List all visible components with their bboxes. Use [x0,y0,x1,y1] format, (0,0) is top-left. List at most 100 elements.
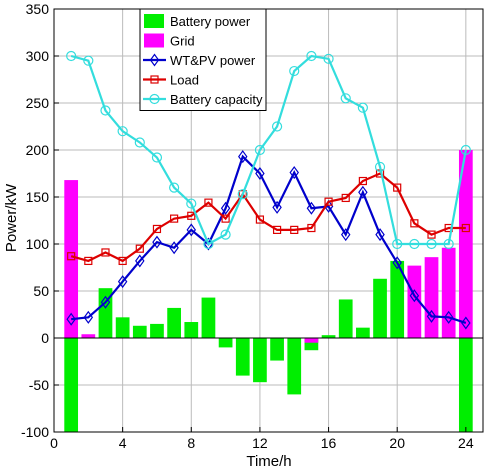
marker-wt-pv-power [426,309,437,323]
legend-label-grid: Grid [170,34,195,49]
marker-wt-pv-power [306,201,317,215]
bar-battery-power [184,322,199,338]
bar-grid [64,180,79,338]
marker-battery-capacity [186,198,197,209]
marker-battery-capacity [443,238,454,250]
bar-battery-power [270,338,284,361]
line-battery-capacity [70,54,467,246]
marker-battery-capacity [374,161,386,173]
marker-load [152,224,162,234]
x-tick-label: 16 [321,435,337,451]
grid-lines [53,8,483,433]
marker-battery-capacity [357,102,368,113]
plot-frame [53,8,484,433]
bar-series [64,150,473,432]
y-tick-label: -50 [29,377,49,393]
legend-label-load: Load [170,73,199,88]
marker-battery-capacity [323,53,334,64]
marker-battery-capacity [409,238,420,250]
y-tick-label: 300 [26,48,50,64]
marker-load [410,219,419,228]
legend-swatch-grid [144,33,164,48]
bar-battery-power [321,335,336,338]
marker-battery-capacity [220,229,231,240]
bar-battery-power [373,278,387,338]
marker-load [393,183,402,192]
y-tick-label: 0 [41,330,49,346]
marker-wt-pv-power [117,275,128,289]
bar-battery-power [390,260,405,338]
marker-wt-pv-power [220,201,231,215]
bar-battery-power [115,317,130,338]
bar-battery-power [64,338,79,432]
marker-load [461,223,470,233]
marker-wt-pv-power [358,185,368,199]
marker-load [101,248,110,257]
marker-battery-capacity [83,55,94,66]
marker-wt-pv-power [289,166,299,180]
marker-load [290,225,299,234]
marker-load [118,256,127,266]
bar-grid [424,257,439,338]
marker-wt-pv-power [152,235,162,249]
marker-load [187,211,196,220]
legend-marker-load [150,75,159,84]
x-tick-label: 12 [252,435,268,451]
marker-wt-pv-power [169,241,179,255]
marker-wt-pv-power [255,166,265,181]
marker-battery-capacity [306,50,317,62]
marker-battery-capacity [66,50,77,62]
marker-wt-pv-power [409,289,420,303]
marker-battery-capacity [134,137,145,148]
bar-battery-power [132,325,147,338]
marker-load [358,176,367,186]
line-wt-pv-power [71,154,467,325]
marker-load [170,214,179,223]
y-axis-title: Power/kW [3,183,20,252]
bar-battery-power [356,327,370,338]
y-tick-label: 350 [26,1,50,17]
marker-load [84,256,93,266]
legend-swatch-battery-power [144,14,164,28]
bar-battery-power [287,338,302,395]
legend-label-wt-pv-power: WT&PV power [170,53,256,68]
marker-wt-pv-power [392,256,402,270]
x-tick-label: 24 [458,435,474,451]
x-tick-label: 8 [187,435,195,451]
bar-battery-power [201,297,216,338]
line-series [66,50,471,330]
marker-wt-pv-power [272,200,282,214]
marker-battery-capacity [237,189,248,200]
marker-wt-pv-power [66,312,76,326]
y-tick-label: -100 [21,424,49,440]
marker-load [427,230,436,239]
legend-marker-battery-capacity [149,93,160,105]
line-load [70,172,466,263]
marker-wt-pv-power [186,223,197,237]
marker-load [324,197,333,206]
bar-grid [81,334,96,338]
marker-wt-pv-power [340,228,351,242]
marker-battery-capacity [254,144,266,156]
marker-battery-capacity [340,93,351,104]
y-tick-label: 250 [26,95,50,111]
axes: -100 -50 0 50 100 150 200 250 300 350 0 4 8 12 16 20 24 [21,1,484,451]
y-tick-label: 100 [26,236,50,252]
bar-grid [304,338,319,343]
marker-load [255,215,265,224]
bar-battery-power [235,338,250,376]
marker-load [204,198,213,207]
bar-battery-power [150,323,164,338]
marker-battery-capacity [426,238,437,250]
x-tick-label: 0 [50,435,58,451]
legend-label-battery-power: Battery power [170,14,251,29]
bar-battery-power [218,338,233,348]
marker-load [221,214,230,223]
y-tick-label: 200 [26,142,50,158]
bar-grid [458,150,473,338]
marker-load [272,225,282,234]
marker-wt-pv-power [461,316,471,330]
x-axis-title: Time/h [246,453,291,470]
